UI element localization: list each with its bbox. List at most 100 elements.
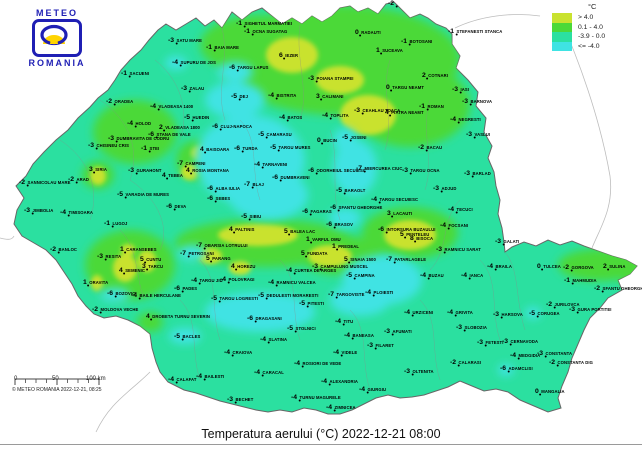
station-dot <box>144 261 147 264</box>
station-dot <box>343 192 346 195</box>
station-label: -3 VASLUI <box>466 131 490 138</box>
station-label: -3 CONSTANTA <box>537 350 572 357</box>
station-dot <box>279 179 282 182</box>
station-label: -1 OCNA SUGATAG <box>244 28 287 35</box>
station-dot <box>447 227 450 230</box>
station-dot <box>286 119 289 122</box>
station-dot <box>175 42 178 45</box>
station-label: -6 ALBA IULIA <box>207 185 240 192</box>
station-dot <box>115 140 118 143</box>
station-label: 4 TEBEA <box>162 172 183 179</box>
map-scale-bar: 0 50 100 km © METEO ROMANIA 2022-12-21, … <box>12 376 132 393</box>
station-label: -4 TIMISOARA <box>60 209 93 216</box>
station-label: -1 LUGOJ <box>104 220 128 227</box>
station-label: -3 IASI <box>452 86 469 93</box>
station-dot <box>235 268 238 271</box>
station-label: -4 TOPLITA <box>322 112 349 119</box>
legend-row: <= -4.0 <box>552 41 605 51</box>
station-dot <box>251 33 254 36</box>
station-dot <box>275 284 278 287</box>
station-label: -4 SUPURU DE JOS <box>172 59 216 66</box>
bottom-frame-line <box>0 444 642 445</box>
station-dot <box>210 260 213 263</box>
legend-row: 0.1 - 4.0 <box>552 22 605 32</box>
station-dot <box>288 233 291 236</box>
station-dot <box>380 52 383 55</box>
station-label: -6 ODORHEIUL SECUIESC <box>308 167 366 174</box>
station-dot <box>427 277 430 280</box>
station-label: -3 CHISINEU CRIS <box>88 142 129 149</box>
station-dot <box>113 103 116 106</box>
station-dot <box>236 69 239 72</box>
county-border-lines <box>59 24 526 391</box>
station-dot <box>454 314 457 317</box>
station-dot <box>188 90 191 93</box>
station-label: 5 PENTELEU <box>400 231 429 238</box>
station-label: -7 CAMPENI <box>177 160 206 167</box>
station-label: -4 CARACAL <box>254 369 284 376</box>
foreign-border-lines <box>0 14 612 433</box>
station-label: -5 SIBIU <box>241 213 261 220</box>
legend-row: -3.9 - 0.0 <box>552 32 605 42</box>
station-dot <box>93 171 96 174</box>
station-label: -4 TARGU SECUIESC <box>371 196 418 203</box>
legend-swatch-0-4 <box>552 22 572 32</box>
station-dot <box>517 357 520 360</box>
legend-swatch-gt4 <box>552 13 572 23</box>
station-label: -4 ROSIORI DE VEDE <box>294 360 341 367</box>
station-dot <box>509 343 512 346</box>
station-dot <box>175 381 178 384</box>
station-label: -4 URZICENI <box>404 309 433 316</box>
station-dot <box>500 316 503 319</box>
station-dot <box>203 378 206 381</box>
station-dot <box>315 172 318 175</box>
station-label: -3 GALATI <box>495 238 519 245</box>
station-dot <box>426 77 429 80</box>
station-label: -2 ORADEA <box>106 98 133 105</box>
station-dot <box>87 284 90 287</box>
station-dot <box>254 320 257 323</box>
station-label: -4 TARGU JIU <box>191 277 223 284</box>
station-label: -4 VLADEASA 1400 <box>150 103 194 110</box>
station-label: 2 COTNARI <box>422 72 448 79</box>
station-label: -5 CORUGEA <box>529 310 560 317</box>
station-label: -4 TECUCI <box>448 206 473 213</box>
station-label: -3 CEAHLAU TOACA <box>354 107 400 114</box>
station-dot <box>333 226 336 229</box>
station-dot <box>389 114 392 117</box>
station-dot <box>336 248 339 251</box>
station-label: 5 BALEA LAC <box>284 228 315 235</box>
station-dot <box>404 236 407 239</box>
station-label: -3 FETESTI <box>477 339 503 346</box>
station-dot <box>309 213 312 216</box>
station-dot <box>233 231 236 234</box>
legend-label: > 4.0 <box>578 14 594 22</box>
station-dot <box>443 251 446 254</box>
station-label: -3 POIANA STAMPEI <box>308 75 354 82</box>
station-label: -5 HUEDIN <box>184 114 209 121</box>
station-dot <box>184 165 187 168</box>
station-label: 1 SUCEAVA <box>376 47 403 54</box>
station-dot <box>111 225 114 228</box>
station-dot <box>457 121 460 124</box>
station-dot <box>163 129 166 132</box>
station-dot <box>349 139 352 142</box>
station-dot <box>378 201 381 204</box>
station-label: -4 BAILESTI <box>196 373 224 380</box>
station-label: -5 CAMARASU <box>258 131 292 138</box>
station-dot <box>328 383 331 386</box>
station-label: 0 RADAUTI <box>355 29 381 36</box>
station-label: -1 MAHMUDIA <box>564 277 597 284</box>
station-label: -4 MEDGIDIA <box>510 352 540 359</box>
station-dot <box>395 5 398 8</box>
station-dot <box>231 354 234 357</box>
station-dot <box>544 355 547 358</box>
station-label: -1 BAIA MARE <box>206 44 239 51</box>
station-dot <box>277 149 280 152</box>
station-label: 4 PIATRA NEAMT <box>385 109 424 116</box>
legend-label: -3.9 - 0.0 <box>578 33 606 41</box>
station-label: -4 HOLOD <box>127 120 151 127</box>
station-label: -3 RAMNICU SARAT <box>436 246 481 253</box>
station-label: -4 CRAIOVA <box>224 349 252 356</box>
station-dot <box>337 209 340 212</box>
